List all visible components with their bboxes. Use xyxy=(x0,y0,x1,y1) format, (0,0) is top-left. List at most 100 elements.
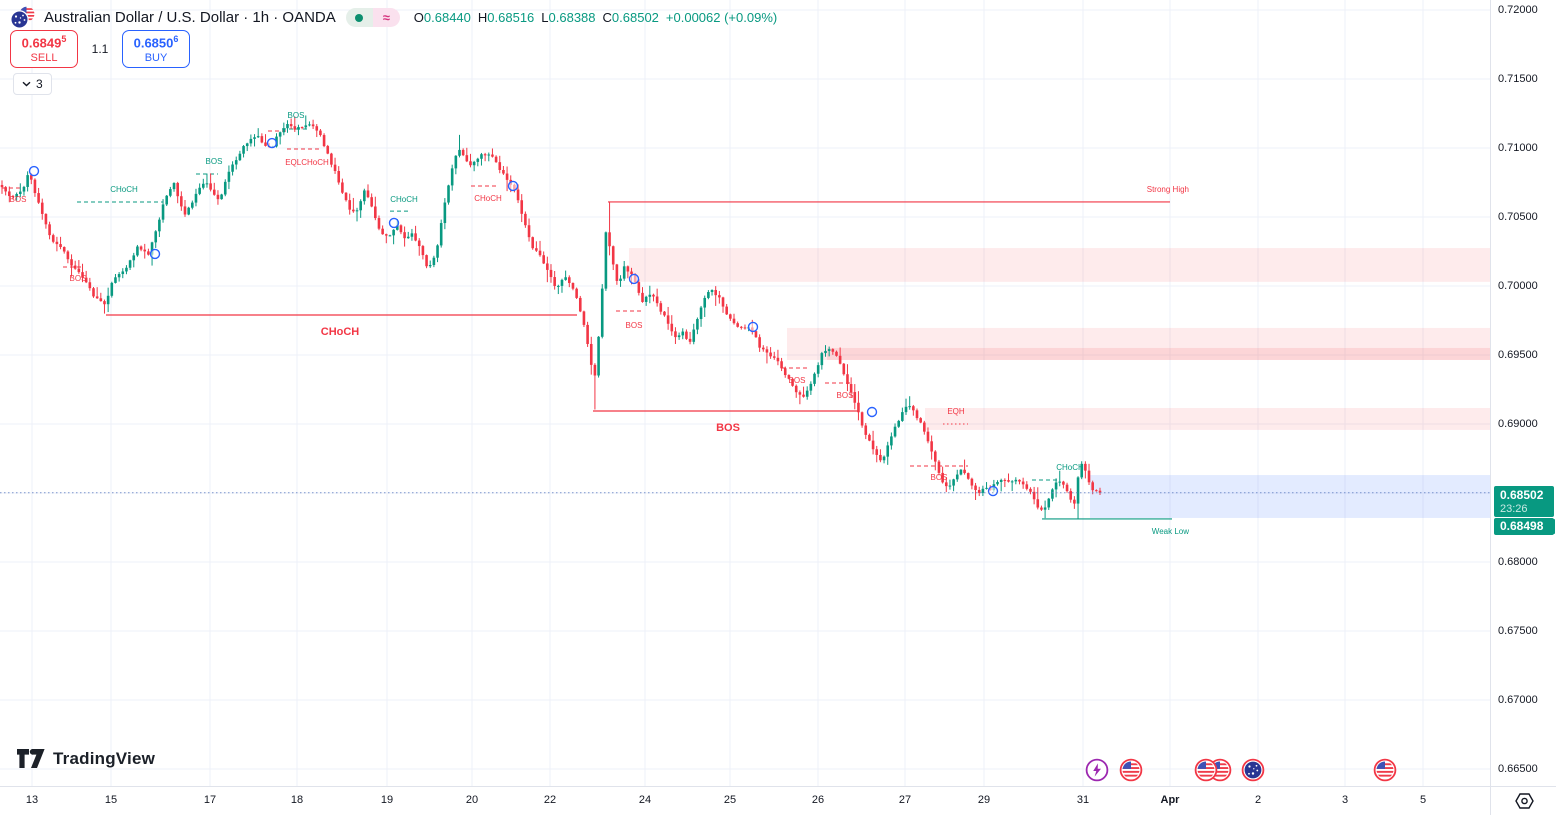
symbol-title[interactable]: Australian Dollar / U.S. Dollar · 1h · O… xyxy=(44,9,336,26)
time-tick: 13 xyxy=(25,794,39,806)
sell-button[interactable]: 0.68495 SELL xyxy=(10,30,78,68)
candle xyxy=(436,244,439,263)
structure-label: BOS xyxy=(626,321,643,330)
economic-event-us-flag-icon[interactable] xyxy=(1194,758,1218,782)
candle xyxy=(999,478,1003,492)
spread-value: 1.1 xyxy=(91,42,109,56)
candle xyxy=(227,165,231,190)
candle xyxy=(776,349,780,366)
candle xyxy=(183,199,187,217)
candle xyxy=(425,254,428,269)
candle xyxy=(1036,487,1040,510)
candle xyxy=(99,292,103,302)
price-tick: 0.68000 xyxy=(1498,556,1538,568)
chart-pane[interactable]: BOS CHoCH BOS BOS BOS EQLCHoCH CHoCH CHoCH BOS BO… xyxy=(0,0,1490,786)
chart-settings-icon[interactable] xyxy=(1514,793,1534,809)
candle xyxy=(798,390,802,405)
trade-panel: 0.68495 SELL 1.1 0.68506 BUY xyxy=(10,30,190,68)
demand-zone xyxy=(1090,475,1490,518)
candle xyxy=(857,391,860,421)
candle xyxy=(311,119,315,130)
candle xyxy=(88,277,92,291)
structure-label: BOS xyxy=(288,111,305,120)
time-axis[interactable]: 13 15 17 18 19 20 22 24 25 26 27 29 31 Apr 2 3 5 xyxy=(0,786,1490,815)
price-tick: 0.67500 xyxy=(1498,625,1538,637)
candle xyxy=(443,198,447,230)
candle xyxy=(245,142,249,152)
candle xyxy=(809,381,813,395)
candle xyxy=(59,236,62,250)
candle xyxy=(132,252,136,268)
economic-event-au-flag-icon[interactable] xyxy=(1241,758,1265,782)
candle xyxy=(535,241,538,252)
candle xyxy=(1047,497,1051,510)
swing-point-marker xyxy=(987,485,999,497)
candle xyxy=(714,286,717,306)
candle xyxy=(981,485,985,497)
candle xyxy=(110,281,114,298)
high-label: H xyxy=(477,10,488,25)
candle xyxy=(893,423,897,438)
candle xyxy=(48,221,51,240)
candle xyxy=(333,157,337,174)
time-tick: 29 xyxy=(977,794,991,806)
candle xyxy=(286,120,289,133)
candle xyxy=(300,126,304,130)
candle xyxy=(703,295,707,317)
bid-price-label: 0.68498 xyxy=(1494,517,1554,535)
candle xyxy=(959,469,963,476)
economic-event-lightning-icon[interactable] xyxy=(1085,758,1109,782)
candlestick-chart[interactable]: BOS CHoCH BOS BOS BOS EQLCHoCH CHoCH CHoCH BOS BO… xyxy=(0,0,1490,786)
candle xyxy=(1084,461,1087,479)
candle xyxy=(1069,488,1073,503)
candle xyxy=(223,179,227,197)
candle xyxy=(524,211,527,228)
candle xyxy=(256,128,260,138)
price-axis[interactable]: 0.68502 23:26 0.68498 0.72000 0.71500 0.71… xyxy=(1490,0,1556,786)
candle xyxy=(121,268,125,279)
open-value: 0.68440 xyxy=(423,10,471,25)
candle xyxy=(44,213,48,229)
candle xyxy=(249,134,253,147)
candle xyxy=(238,150,242,162)
candle xyxy=(871,430,875,455)
candle xyxy=(597,336,600,378)
candle xyxy=(571,282,575,291)
candle xyxy=(677,332,681,340)
candle xyxy=(11,194,15,200)
candle xyxy=(575,287,578,299)
candle xyxy=(827,346,831,357)
candle xyxy=(483,152,487,162)
candle xyxy=(143,243,147,259)
candle xyxy=(337,166,341,185)
candle xyxy=(1032,486,1036,505)
candle xyxy=(743,324,747,330)
candle xyxy=(363,188,366,205)
candle xyxy=(439,219,443,248)
tradingview-logo-icon xyxy=(17,749,45,768)
indicators-collapse-button[interactable]: 3 xyxy=(13,73,52,95)
market-status-chips: ≈ xyxy=(345,8,400,27)
time-tick: 20 xyxy=(465,794,479,806)
buy-button[interactable]: 0.68506 BUY xyxy=(122,30,190,68)
economic-event-us-flag-icon[interactable] xyxy=(1119,758,1143,782)
sell-label: SELL xyxy=(30,51,58,64)
economic-event-us-flag-icon[interactable] xyxy=(1373,758,1397,782)
candle xyxy=(304,115,308,130)
candle xyxy=(428,260,432,268)
candle xyxy=(794,384,798,398)
candle xyxy=(813,372,816,387)
candle xyxy=(791,378,794,387)
candle xyxy=(520,194,524,223)
sell-price-sup: 5 xyxy=(61,34,67,45)
candle xyxy=(297,124,300,136)
candle xyxy=(622,260,626,281)
candle xyxy=(912,404,915,416)
candle xyxy=(194,188,198,207)
candle xyxy=(417,238,421,256)
candle xyxy=(970,477,974,490)
candle xyxy=(831,348,835,355)
candle xyxy=(355,207,359,222)
tradingview-watermark: TradingView xyxy=(16,748,155,770)
candle xyxy=(421,244,425,260)
